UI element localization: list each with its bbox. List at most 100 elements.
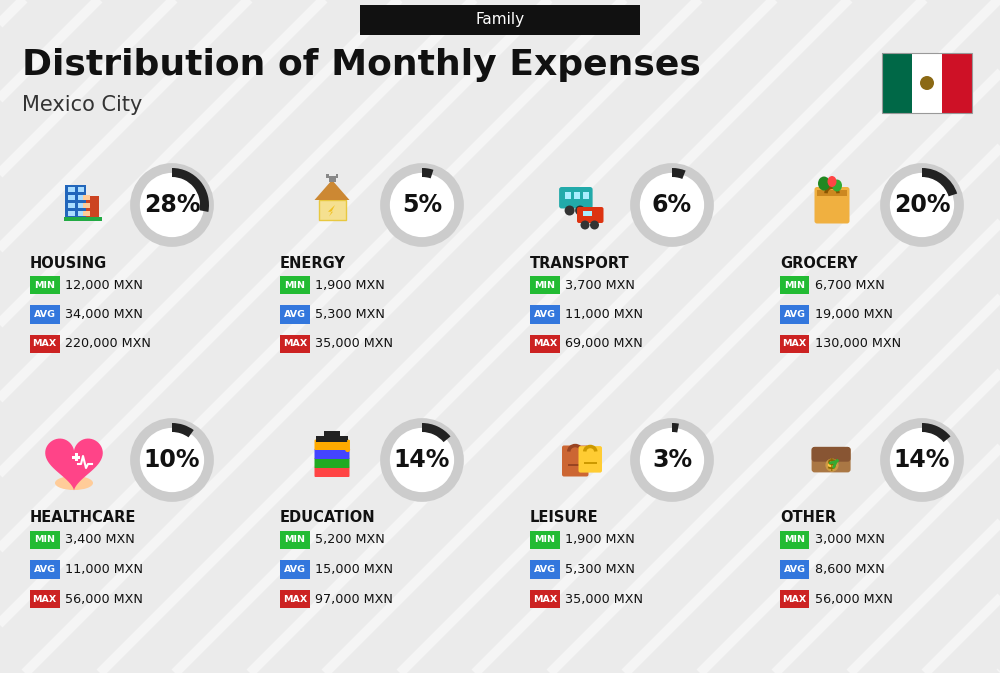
Text: HOUSING: HOUSING: [30, 256, 107, 271]
Text: 11,000 MXN: 11,000 MXN: [65, 563, 143, 576]
Bar: [68, 203, 75, 209]
FancyBboxPatch shape: [814, 187, 849, 223]
FancyBboxPatch shape: [280, 276, 310, 294]
Text: 6%: 6%: [652, 193, 692, 217]
Circle shape: [920, 76, 934, 90]
Bar: [78, 194, 84, 200]
Text: AVG: AVG: [34, 565, 56, 574]
Bar: [336, 174, 338, 178]
Text: 56,000 MXN: 56,000 MXN: [65, 592, 143, 606]
Wedge shape: [172, 168, 209, 212]
Text: OTHER: OTHER: [780, 511, 836, 526]
FancyBboxPatch shape: [780, 306, 809, 324]
Ellipse shape: [827, 176, 836, 187]
FancyBboxPatch shape: [579, 446, 602, 472]
Text: MAX: MAX: [783, 339, 807, 349]
Text: 5%: 5%: [402, 193, 442, 217]
Text: 12,000 MXN: 12,000 MXN: [65, 279, 143, 291]
Bar: [75, 453, 78, 461]
Text: 8,600 MXN: 8,600 MXN: [815, 563, 885, 576]
FancyBboxPatch shape: [780, 334, 809, 353]
Text: 5,300 MXN: 5,300 MXN: [315, 308, 385, 321]
Bar: [568, 464, 583, 466]
FancyBboxPatch shape: [780, 560, 809, 579]
Bar: [68, 186, 75, 192]
Ellipse shape: [55, 476, 93, 490]
Text: AVG: AVG: [284, 565, 306, 574]
FancyBboxPatch shape: [280, 531, 310, 549]
Text: Family: Family: [475, 12, 525, 27]
Circle shape: [635, 168, 709, 242]
Text: MIN: MIN: [284, 536, 305, 544]
Wedge shape: [172, 423, 194, 437]
Bar: [78, 186, 84, 192]
FancyBboxPatch shape: [315, 466, 350, 477]
Circle shape: [385, 423, 459, 497]
FancyBboxPatch shape: [780, 531, 809, 549]
Bar: [319, 200, 346, 219]
Text: AVG: AVG: [534, 565, 556, 574]
Text: GROCERY: GROCERY: [780, 256, 858, 271]
Bar: [574, 192, 580, 199]
Text: MIN: MIN: [34, 536, 55, 544]
Circle shape: [135, 423, 209, 497]
Ellipse shape: [832, 180, 842, 192]
Bar: [72, 456, 80, 459]
FancyBboxPatch shape: [530, 334, 560, 353]
Bar: [326, 174, 328, 178]
Text: Mexico City: Mexico City: [22, 95, 142, 115]
Text: 14%: 14%: [394, 448, 450, 472]
Text: MIN: MIN: [284, 281, 305, 289]
Text: TRANSPORT: TRANSPORT: [530, 256, 630, 271]
Bar: [817, 190, 847, 196]
Text: AVG: AVG: [284, 310, 306, 319]
FancyBboxPatch shape: [530, 560, 560, 579]
FancyBboxPatch shape: [280, 590, 310, 608]
Text: 1,900 MXN: 1,900 MXN: [315, 279, 385, 291]
Text: MIN: MIN: [534, 536, 555, 544]
FancyBboxPatch shape: [30, 590, 60, 608]
Circle shape: [565, 205, 575, 215]
Text: 3,400 MXN: 3,400 MXN: [65, 534, 135, 546]
Bar: [912, 53, 942, 113]
Bar: [68, 194, 75, 200]
FancyBboxPatch shape: [315, 449, 350, 459]
FancyBboxPatch shape: [780, 590, 809, 608]
Text: 56,000 MXN: 56,000 MXN: [815, 592, 893, 606]
Text: ENERGY: ENERGY: [280, 256, 346, 271]
Circle shape: [825, 458, 839, 472]
FancyBboxPatch shape: [30, 306, 60, 324]
Bar: [328, 176, 336, 182]
Text: MIN: MIN: [784, 536, 805, 544]
Polygon shape: [45, 439, 103, 491]
Text: LEISURE: LEISURE: [530, 511, 599, 526]
Bar: [78, 203, 84, 209]
Text: AVG: AVG: [784, 565, 806, 574]
Circle shape: [828, 461, 836, 469]
Bar: [83, 211, 90, 217]
Bar: [78, 211, 84, 217]
Text: 69,000 MXN: 69,000 MXN: [565, 337, 643, 351]
Text: 34,000 MXN: 34,000 MXN: [65, 308, 143, 321]
FancyBboxPatch shape: [30, 334, 60, 353]
Bar: [68, 211, 75, 217]
Text: 6,700 MXN: 6,700 MXN: [815, 279, 885, 291]
Circle shape: [575, 205, 585, 215]
Text: 5,200 MXN: 5,200 MXN: [315, 534, 385, 546]
Bar: [882, 53, 912, 113]
FancyBboxPatch shape: [577, 207, 604, 223]
FancyBboxPatch shape: [530, 590, 560, 608]
FancyBboxPatch shape: [30, 560, 60, 579]
Circle shape: [385, 168, 459, 242]
Text: MAX: MAX: [783, 594, 807, 604]
Bar: [324, 431, 340, 440]
FancyBboxPatch shape: [562, 446, 589, 476]
FancyBboxPatch shape: [280, 560, 310, 579]
Text: MAX: MAX: [33, 594, 57, 604]
Bar: [83, 203, 90, 209]
FancyBboxPatch shape: [280, 306, 310, 324]
FancyBboxPatch shape: [30, 276, 60, 294]
Circle shape: [135, 168, 209, 242]
FancyBboxPatch shape: [812, 447, 851, 462]
Wedge shape: [422, 423, 451, 442]
